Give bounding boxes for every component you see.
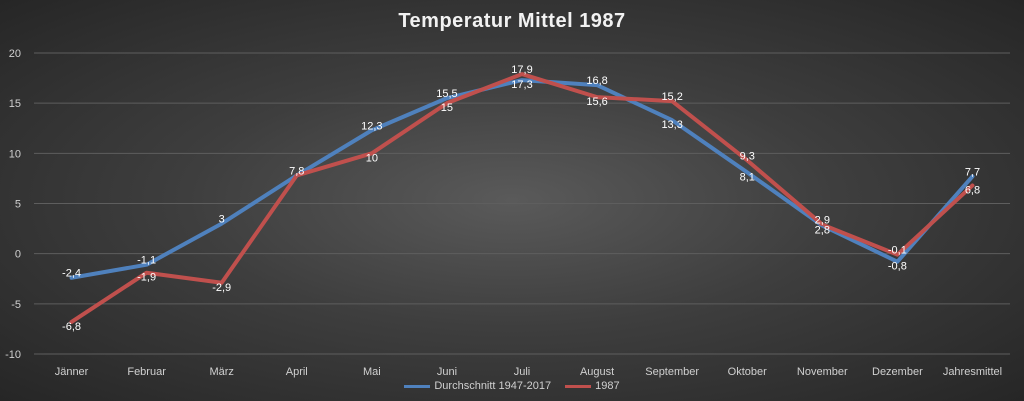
data-label: 10 [366, 152, 378, 164]
legend-item-series-1: 1987 [565, 380, 620, 392]
legend-label-series-0: Durchschnitt 1947-2017 [434, 380, 552, 392]
data-point [445, 96, 449, 100]
data-label: -2,4 [62, 268, 81, 280]
data-point [145, 263, 149, 267]
data-point [595, 83, 599, 87]
data-point [520, 72, 524, 76]
x-tick-label: Oktober [728, 366, 767, 378]
y-tick-label: 15 [9, 98, 21, 110]
x-tick-label: August [580, 366, 614, 378]
data-label: 15,6 [586, 96, 607, 108]
data-label: -2,9 [212, 282, 231, 294]
series-line-1 [69, 72, 975, 324]
data-point [970, 174, 974, 178]
x-tick-label: April [286, 366, 308, 378]
data-label: 15 [441, 102, 453, 114]
x-tick-label: Februar [127, 366, 166, 378]
y-tick-label: 0 [15, 249, 21, 261]
x-tick-label: Juli [514, 366, 531, 378]
data-point [220, 281, 224, 285]
legend-swatch-series-0 [404, 384, 431, 388]
legend-item-series-0: Durchschnitt 1947-2017 [404, 380, 551, 392]
data-label: 2,9 [815, 215, 830, 227]
y-tick-label: -10 [5, 349, 21, 361]
data-label: 17,3 [511, 79, 532, 91]
x-tick-label: Jänner [55, 366, 89, 378]
data-label: 8,1 [740, 171, 755, 183]
data-point [445, 101, 449, 105]
data-point [145, 271, 149, 275]
data-label: -1,1 [137, 255, 156, 267]
x-tick-label: Mai [363, 366, 381, 378]
data-label: 15,2 [661, 91, 682, 103]
data-point [520, 78, 524, 82]
x-tick-label: Juni [437, 366, 457, 378]
x-tick-label: März [209, 366, 233, 378]
data-label: 17,9 [511, 64, 532, 76]
y-tick-label: 10 [9, 148, 21, 160]
y-tick-label: -5 [11, 299, 21, 311]
data-label: -6,8 [62, 321, 81, 333]
data-point [295, 173, 299, 177]
data-label: 2,8 [815, 225, 830, 237]
data-label: 3 [219, 214, 225, 226]
data-point [220, 222, 224, 226]
data-point [820, 223, 824, 227]
legend: Durchschnitt 1947-2017 1987 [0, 380, 1024, 392]
data-point [670, 118, 674, 122]
data-point [895, 260, 899, 264]
x-tick-label: Dezember [872, 366, 923, 378]
data-label: 6,8 [965, 184, 980, 196]
x-tick-label: November [797, 366, 848, 378]
data-label: 7,8 [289, 165, 304, 177]
chart-title: Temperatur Mittel 1987 [398, 10, 626, 32]
data-label: 13,3 [661, 119, 682, 131]
data-point [370, 128, 374, 132]
data-label: -0,1 [888, 245, 907, 257]
data-label: 12,3 [361, 120, 382, 132]
x-tick-label: Jahresmittel [943, 366, 1002, 378]
data-point [745, 170, 749, 174]
legend-label-series-1: 1987 [595, 380, 620, 392]
data-label: -0,8 [888, 261, 907, 273]
data-point [745, 158, 749, 162]
data-point [595, 95, 599, 99]
y-tick-label: 5 [15, 199, 21, 211]
data-point [970, 183, 974, 187]
y-tick-label: 20 [9, 48, 21, 60]
data-point [70, 320, 74, 324]
data-point [895, 253, 899, 257]
x-tick-label: September [645, 366, 699, 378]
legend-swatch-series-1 [565, 384, 592, 388]
data-point [370, 151, 374, 155]
data-point [70, 276, 74, 280]
series-line-0 [69, 78, 975, 280]
data-label: -1,9 [137, 272, 156, 284]
data-label: 15,5 [436, 88, 457, 100]
data-label: 16,8 [586, 75, 607, 87]
data-label: 9,3 [740, 150, 755, 162]
data-point [670, 99, 674, 103]
data-label: 7,7 [965, 166, 980, 178]
